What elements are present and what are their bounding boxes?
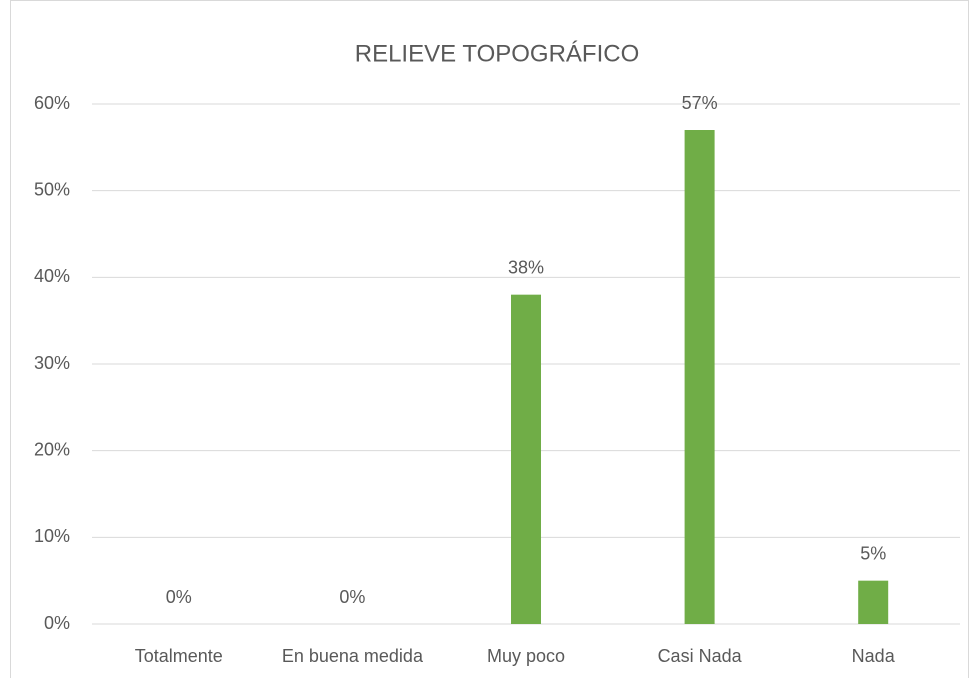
y-tick-label: 60% [34,93,70,113]
y-tick-label: 30% [34,353,70,373]
y-tick-label: 50% [34,179,70,199]
data-label: 0% [339,587,365,607]
y-tick-label: 40% [34,266,70,286]
bar [684,130,715,624]
data-label: 38% [508,257,544,277]
data-label: 0% [166,587,192,607]
bar [511,294,541,624]
x-tick-label: Totalmente [135,646,223,666]
bar [858,580,889,624]
x-tick-label: En buena medida [282,646,424,666]
chart-title: RELIEVE TOPOGRÁFICO [355,40,640,67]
x-tick-label: Muy poco [487,646,565,666]
y-tick-label: 20% [34,439,70,459]
data-label: 5% [860,543,886,563]
x-tick-label: Nada [852,646,896,666]
y-tick-label: 0% [44,613,70,633]
y-tick-label: 10% [34,526,70,546]
data-label: 57% [682,93,718,113]
chart-border [10,0,969,678]
x-tick-label: Casi Nada [658,646,743,666]
